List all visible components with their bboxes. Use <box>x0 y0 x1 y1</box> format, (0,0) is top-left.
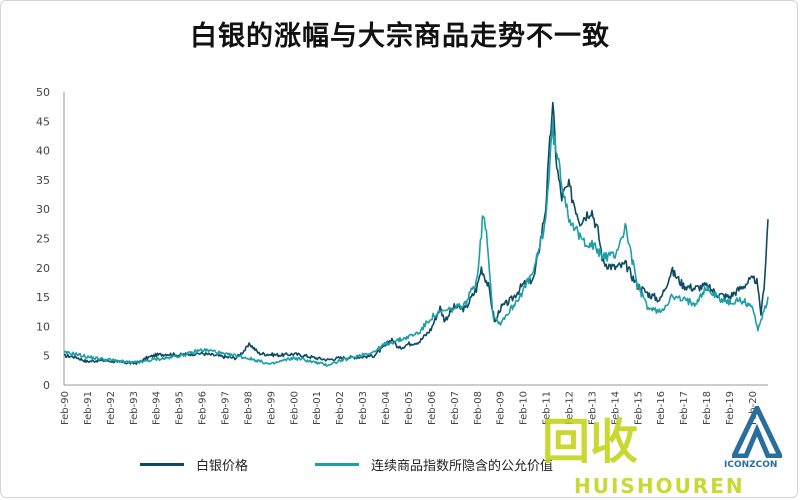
y-tick-label: 40 <box>36 145 50 158</box>
x-tick-label: Feb-03 <box>358 391 369 425</box>
x-tick-label: Feb-17 <box>679 391 690 425</box>
x-tick-label: Feb-18 <box>702 391 713 425</box>
watermark-logo-icon <box>732 406 782 458</box>
x-tick-label: Feb-02 <box>335 391 346 425</box>
x-tick-label: Feb-99 <box>266 391 277 425</box>
x-tick-label: Feb-14 <box>610 391 621 425</box>
y-tick-label: 10 <box>36 320 50 333</box>
x-tick-label: Feb-97 <box>221 391 232 425</box>
legend-label-silver: 白银价格 <box>196 458 249 474</box>
legend-swatch-fair-value <box>315 462 359 466</box>
y-tick-label: 35 <box>36 174 50 187</box>
x-tick-label: Feb-01 <box>312 391 323 425</box>
x-tick-label: Feb-95 <box>175 391 186 425</box>
legend-item-silver: 白银价格 <box>140 452 248 476</box>
x-tick-label: Feb-20 <box>748 391 759 425</box>
watermark-small-text: HUISHOUREN <box>574 474 745 498</box>
x-tick-label: Feb-08 <box>473 391 484 425</box>
y-tick-label: 0 <box>43 379 50 392</box>
x-tick-label: Feb-00 <box>289 391 300 425</box>
legend-item-fair-value: 连续商品指数所隐含的公允价值 <box>315 452 553 476</box>
y-tick-label: 45 <box>36 115 50 128</box>
x-tick-label: Feb-91 <box>83 391 94 425</box>
x-tick-label: Feb-16 <box>656 391 667 425</box>
x-tick-label: Feb-96 <box>198 391 209 425</box>
y-tick-label: 25 <box>36 233 50 246</box>
y-tick-label: 30 <box>36 203 50 216</box>
legend: 白银价格 连续商品指数所隐含的公允价值 <box>140 452 700 476</box>
series-line-fair-value <box>63 119 769 367</box>
legend-swatch-silver <box>140 462 184 466</box>
legend-label-fair-value: 连续商品指数所隐含的公允价值 <box>371 458 554 474</box>
watermark-sub-text: ICONZCON <box>724 460 778 470</box>
x-tick-label: Feb-13 <box>587 391 598 425</box>
x-tick-label: Feb-04 <box>381 391 392 425</box>
x-tick-label: Feb-10 <box>519 391 530 425</box>
chart-axes: 0 5 10 15 20 25 30 35 40 45 50 Feb-90 Feb-91 Feb-92 Fe… <box>36 86 768 425</box>
x-tick-label: Feb-19 <box>725 391 736 425</box>
series-line-silver <box>64 101 769 365</box>
y-tick-label: 15 <box>36 291 50 304</box>
x-tick-label: Feb-07 <box>450 391 461 425</box>
x-tick-label: Feb-94 <box>152 391 163 425</box>
series-layer <box>63 101 769 367</box>
x-tick-label: Feb-05 <box>404 391 415 425</box>
x-tick-label: Feb-15 <box>633 391 644 425</box>
x-tick-label: Feb-09 <box>496 391 507 425</box>
watermark-big-text: 回收 <box>542 414 639 470</box>
x-tick-label: Feb-11 <box>542 391 553 425</box>
x-tick-label: Feb-98 <box>243 391 254 425</box>
x-tick-label: Feb-90 <box>60 391 71 425</box>
watermark: 回收 HUISHOUREN ICONZCON <box>528 402 798 498</box>
y-tick-label: 50 <box>36 86 50 99</box>
y-tick-label: 5 <box>43 350 50 363</box>
x-tick-label: Feb-93 <box>129 391 140 425</box>
y-tick-label: 20 <box>36 262 50 275</box>
x-tick-label: Feb-06 <box>427 391 438 425</box>
chart-title: 白银的涨幅与大宗商品走势不一致 <box>190 21 610 52</box>
x-tick-label: Feb-92 <box>106 391 117 425</box>
x-tick-label: Feb-12 <box>564 391 575 425</box>
